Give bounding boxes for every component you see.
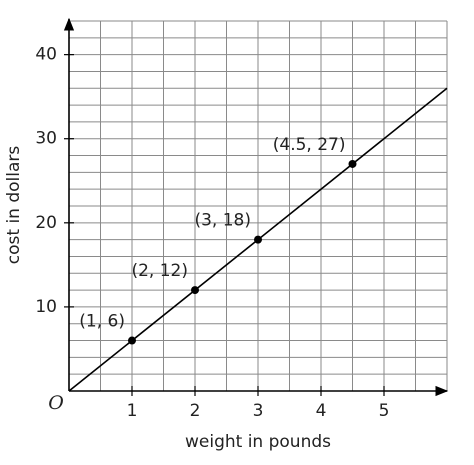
x-axis-label: weight in pounds: [185, 432, 331, 452]
data-point: [348, 159, 357, 168]
x-tick-label: 4: [316, 401, 327, 421]
x-tick-label: 1: [127, 401, 138, 421]
y-tick-label: 30: [35, 129, 57, 149]
x-tick-label: 2: [190, 401, 201, 421]
data-point: [191, 286, 199, 295]
y-tick-label: 10: [35, 297, 57, 317]
data-point: [128, 336, 136, 345]
x-tick-label: 3: [253, 401, 264, 421]
y-axis-label: cost in dollars: [4, 146, 24, 265]
point-label: (4.5, 27): [273, 135, 346, 155]
x-tick-label: 5: [379, 401, 390, 421]
point-label: (3, 18): [194, 211, 251, 231]
point-label: (2, 12): [131, 261, 188, 281]
y-tick-label: 20: [35, 213, 57, 233]
data-point: [254, 235, 262, 244]
y-tick-label: 40: [35, 45, 57, 65]
point-label: (1, 6): [79, 312, 125, 332]
origin-label: O: [48, 392, 64, 414]
